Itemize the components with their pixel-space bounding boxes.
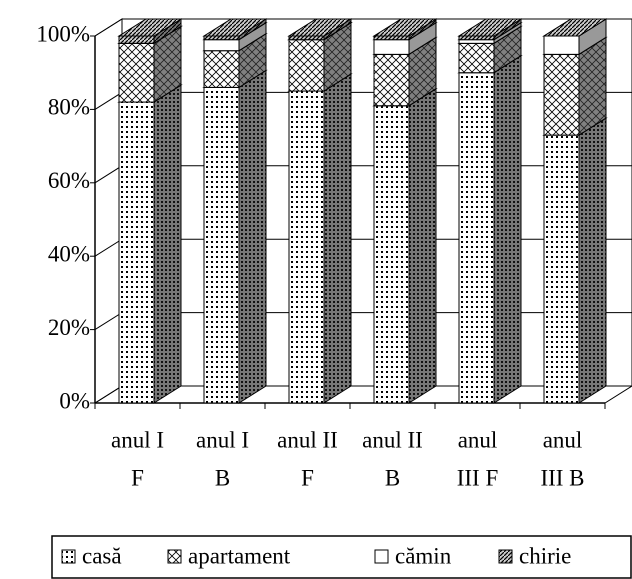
bar	[373, 35, 410, 41]
bar	[458, 42, 495, 74]
bar-side	[238, 69, 267, 404]
bar	[288, 90, 325, 404]
x-tick-label: anul	[458, 427, 498, 452]
legend-label: cămin	[395, 543, 452, 568]
legend-label: apartament	[188, 543, 291, 568]
legend-label: chirie	[519, 543, 571, 568]
x-tick-label: anul II	[362, 427, 423, 452]
y-tick-label: 100%	[36, 21, 90, 46]
x-tick-label: III B	[540, 465, 584, 490]
bar-top	[287, 18, 353, 37]
bar-top	[372, 18, 438, 37]
bar	[373, 105, 410, 404]
x-tick-label: anul	[543, 427, 583, 452]
bar	[543, 35, 580, 55]
bar-side	[578, 117, 607, 404]
y-tick-label: 40%	[48, 241, 90, 266]
bar	[118, 35, 155, 44]
bar	[203, 39, 240, 52]
bar	[458, 35, 495, 41]
bar-side	[323, 73, 352, 404]
bar	[288, 35, 325, 41]
bar	[203, 35, 240, 41]
bar	[118, 101, 155, 404]
bar	[203, 86, 240, 404]
bar	[118, 42, 155, 103]
bar	[203, 50, 240, 88]
x-tick-label: anul I	[111, 427, 164, 452]
legend-swatch	[374, 549, 389, 564]
bar	[288, 39, 325, 92]
grid-line	[94, 18, 632, 37]
x-tick-label: F	[301, 465, 314, 490]
bar	[373, 39, 410, 55]
side-wall	[94, 18, 123, 404]
y-tick-label: 0%	[59, 388, 90, 413]
x-tick-label: III F	[457, 465, 499, 490]
x-tick-label: B	[385, 465, 400, 490]
y-tick-label: 60%	[48, 168, 90, 193]
bar	[458, 39, 495, 44]
bar-top	[202, 18, 268, 37]
y-tick-label: 20%	[48, 315, 90, 340]
legend-swatch	[61, 549, 76, 564]
bar-side	[153, 84, 182, 404]
bar-top	[542, 18, 608, 37]
legend-swatch	[498, 549, 513, 564]
bar	[543, 134, 580, 404]
bar	[543, 53, 580, 136]
x-tick-label: B	[215, 465, 230, 490]
x-tick-label: F	[131, 465, 144, 490]
bar-side	[493, 54, 522, 404]
y-tick-label: 80%	[48, 95, 90, 120]
bar-top	[457, 18, 523, 37]
bar	[458, 72, 495, 404]
bar-side	[408, 87, 437, 404]
bar-top	[117, 18, 183, 37]
x-tick-label: anul II	[277, 427, 338, 452]
legend-box	[51, 535, 632, 579]
legend-swatch	[167, 549, 182, 564]
bar	[373, 53, 410, 107]
x-tick-label: anul I	[196, 427, 249, 452]
legend-label: casă	[82, 543, 122, 568]
